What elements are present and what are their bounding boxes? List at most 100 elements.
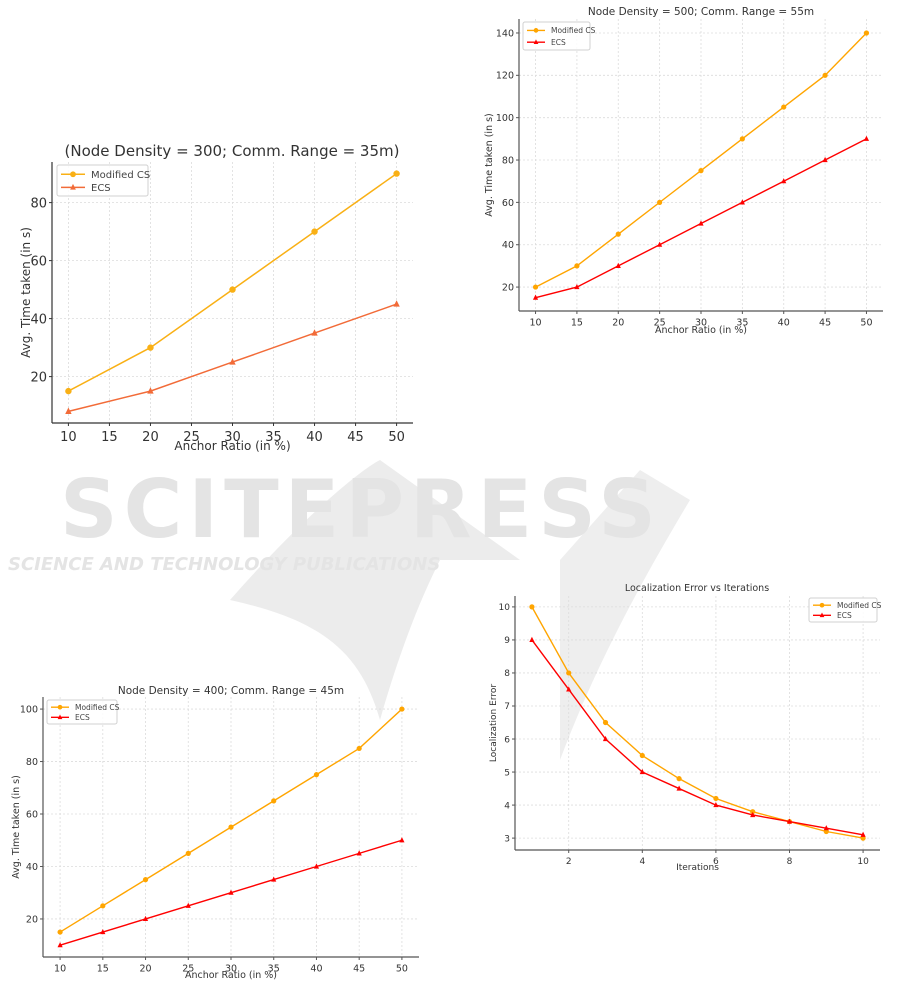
series-ecs [65,300,400,414]
data-point [393,170,400,177]
data-point [100,928,106,935]
x-tick-label: 35 [265,430,282,445]
watermark-subtitle: SCIENCE AND TECHNOLOGY PUBLICATIONS [8,554,441,575]
data-point [639,768,645,775]
data-point [863,135,870,141]
data-point [147,344,154,351]
watermark-scitepress: SCITEPRESS [60,463,662,556]
data-point [142,877,149,883]
legend-marker [533,39,539,45]
legend-marker [819,612,825,618]
y-tick-label: 40 [26,862,38,873]
legend-label: Modified CS [91,170,150,181]
x-axis-label: Anchor Ratio (in %) [655,325,747,336]
x-tick-label: 8 [787,857,793,867]
data-point [822,72,828,78]
chart-title: Localization Error vs Iterations [625,583,769,594]
data-point [65,407,72,414]
legend-marker [57,714,63,720]
data-point [57,942,63,948]
x-tick-label: 50 [860,318,872,329]
series-ecs [529,636,866,837]
legend-marker [70,183,76,190]
x-tick-label: 35 [268,964,280,975]
x-tick-label: 15 [97,964,109,975]
chart-3: 10 15 20 25 30 35 40 45 50 20 40 60 80 100 Node Densit… [11,685,419,981]
series-modified-cs [65,170,400,395]
data-point [698,168,704,174]
y-tick-label: 6 [504,735,510,745]
data-point [574,283,580,290]
x-tick-label: 25 [182,964,194,975]
data-point [229,286,236,293]
y-tick-label: 4 [504,801,510,811]
data-point [271,876,277,882]
x-tick-label: 25 [183,430,200,445]
data-point [229,358,236,365]
x-tick-label: 45 [353,964,365,975]
data-point [574,263,580,269]
series-modified-cs [57,706,405,935]
legend-marker [70,171,76,178]
x-tick-label: 4 [639,857,645,867]
data-point [615,262,621,268]
legend-marker [819,602,825,608]
x-tick-label: 6 [713,857,719,867]
y-tick-label: 40 [502,240,514,251]
y-axis-label: Avg. Time taken (in s) [19,227,33,358]
y-axis-label: Avg. Time taken (in s) [11,775,22,879]
y-tick-label: 7 [504,702,510,712]
y-tick-label: 120 [496,71,514,82]
data-point [750,809,756,815]
data-point [713,801,719,808]
x-tick-label: 50 [388,430,405,445]
x-tick-label: 40 [778,318,790,329]
series-line [535,138,867,299]
y-tick-label: 60 [30,254,47,269]
x-tick-label: 45 [819,318,831,329]
y-axis-label: Avg. Time taken (in s) [484,113,495,217]
data-point [228,889,234,895]
x-tick-label: 15 [571,318,583,329]
chart-2: 10 15 20 25 30 35 40 45 50 20 40 60 80 100 120 140 Node … [484,6,883,336]
data-point [100,903,106,909]
data-point [399,837,405,843]
series-ecs [57,837,405,948]
chart-1: 10 15 20 25 30 35 40 45 50 20 40 60 80 (Node Density … [19,142,413,453]
series-line [531,606,864,839]
x-tick-label: 10 [54,964,66,975]
x-axis-label: Iterations [676,863,719,873]
y-tick-label: 10 [499,603,511,613]
x-tick-label: 35 [736,318,748,329]
x-tick-label: 20 [142,430,159,445]
data-point [615,231,621,237]
data-point [529,636,535,643]
data-point [657,199,663,205]
x-tick-label: 2 [566,857,572,867]
series-modified-cs [532,30,870,290]
legend-box [522,21,591,51]
legend-label: ECS [837,611,852,620]
data-point [639,752,645,759]
y-tick-label: 60 [502,198,514,209]
data-point [356,850,362,856]
x-tick-label: 10 [60,430,77,445]
y-tick-label: 8 [504,669,510,679]
x-tick-label: 30 [224,430,241,445]
data-point [185,850,191,856]
data-point [532,284,539,290]
data-point [65,387,72,395]
legend-label: Modified CS [551,26,596,35]
chart-title: Node Density = 500; Comm. Range = 55m [588,6,814,18]
x-tick-label: 10 [529,318,541,329]
data-point [311,228,318,235]
data-point [863,30,870,36]
chart-title: (Node Density = 300; Comm. Range = 35m) [65,142,400,160]
data-point [313,863,320,869]
legend-label: ECS [91,183,111,194]
